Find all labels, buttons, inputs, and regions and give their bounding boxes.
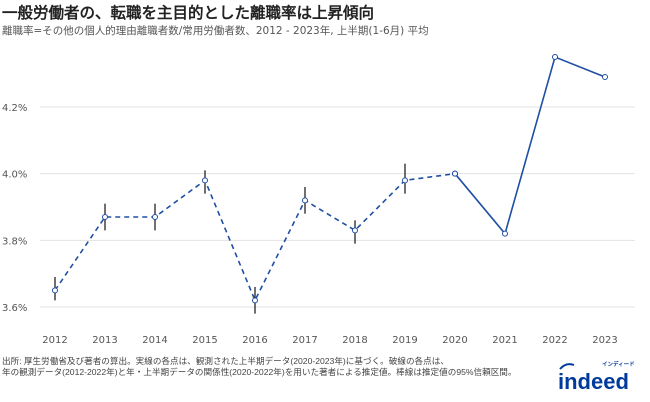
data-point [202, 177, 208, 184]
logo-wordmark: indeed [558, 369, 629, 392]
x-tick-label: 2018 [342, 335, 367, 346]
data-point [102, 214, 108, 221]
data-point [252, 297, 258, 304]
x-tick-label: 2023 [592, 335, 617, 346]
chart-title: 一般労働者の、転職を主目的とした離職率は上昇傾向 [2, 4, 375, 22]
logo-kana: インディード [602, 360, 635, 368]
y-tick-label: 3.8% [2, 236, 27, 247]
x-tick-label: 2013 [92, 335, 117, 346]
data-point [402, 177, 408, 184]
x-tick-label: 2021 [492, 335, 517, 346]
source-line-2: 年の観測データ(2012-2022年)と年・上半期データの関係性(2020-20… [2, 366, 517, 377]
source-line-1: 出所: 厚生労働省及び著者の算出。実線の各点は、観測された上半期データ(2020… [2, 356, 449, 366]
y-tick-label: 4.0% [2, 170, 27, 181]
x-tick-label: 2014 [142, 335, 167, 346]
data-point [52, 287, 58, 294]
data-point [502, 230, 508, 237]
x-tick-label: 2016 [242, 335, 267, 346]
y-tick-label: 4.2% [2, 103, 27, 114]
source-note: 出所: 厚生労働省及び著者の算出。実線の各点は、観測された上半期データ(2020… [2, 356, 548, 377]
data-point [302, 197, 308, 204]
data-point [352, 227, 358, 234]
plot-area: 3.6% 3.8% 4.0% 4.2% 2012 2013 2014 2015 2016 2017… [2, 54, 635, 346]
x-tick-label: 2015 [192, 335, 217, 346]
x-tick-label: 2022 [542, 335, 567, 346]
x-tick-label: 2012 [42, 335, 67, 346]
data-point [452, 170, 458, 177]
data-point [152, 214, 158, 221]
y-tick-label: 3.6% [2, 303, 27, 314]
x-tick-label: 2019 [392, 335, 417, 346]
dashed-series-line [54, 172, 456, 303]
chart-subtitle: 離職率=その他の個人的理由離職者数/常用労働者数、2012 - 2023年, 上… [2, 25, 429, 37]
solid-series-line [454, 55, 606, 236]
data-point [602, 74, 608, 81]
x-tick-label: 2017 [292, 335, 317, 346]
x-tick-label: 2020 [442, 335, 467, 346]
data-point [552, 54, 558, 61]
